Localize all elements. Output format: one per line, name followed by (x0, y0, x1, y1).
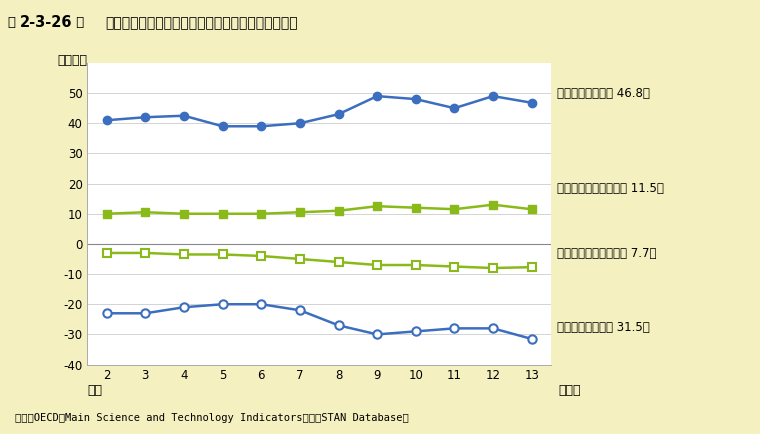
Text: ハイテク産業輸入額（ 7.7）: ハイテク産業輸入額（ 7.7） (557, 247, 657, 260)
Text: 平成: 平成 (87, 384, 103, 397)
Text: （年）: （年） (559, 384, 581, 397)
Text: 資料：OECD「Main Science and Technology Indicators」、「STAN Database」: 資料：OECD「Main Science and Technology Indi… (15, 413, 409, 423)
Text: 全製造業輸出額（ 46.8）: 全製造業輸出額（ 46.8） (557, 87, 650, 100)
Text: ハイテク産業輸出額（ 11.5）: ハイテク産業輸出額（ 11.5） (557, 182, 664, 195)
Text: 2-3-26: 2-3-26 (20, 15, 72, 30)
Text: （兆円）: （兆円） (57, 54, 87, 67)
Text: 図: 図 (72, 16, 84, 29)
Text: 我が国の全製造業・ハイテク産業の輸出入額の推移: 我が国の全製造業・ハイテク産業の輸出入額の推移 (105, 16, 298, 30)
Text: 第: 第 (8, 16, 21, 29)
Text: 全製造業輸入額（ 31.5）: 全製造業輸入額（ 31.5） (557, 321, 650, 334)
